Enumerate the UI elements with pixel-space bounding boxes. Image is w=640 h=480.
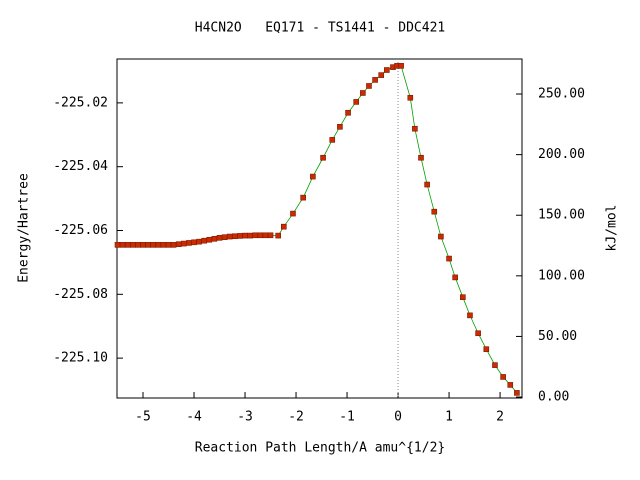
point-marker: [353, 99, 360, 105]
point-marker: [186, 240, 192, 246]
point-marker: [337, 124, 343, 130]
point-marker: [514, 390, 520, 396]
plot-frame: [116, 58, 523, 399]
x-tick-label: -3: [237, 410, 253, 425]
point-marker: [247, 232, 253, 239]
x-tick-label: -5: [135, 410, 151, 425]
point-marker: [262, 232, 269, 239]
point-marker: [232, 233, 238, 240]
point-marker: [216, 235, 223, 241]
point-marker: [372, 77, 378, 83]
point-marker: [366, 83, 372, 89]
point-marker: [320, 154, 326, 161]
point-marker: [300, 194, 306, 201]
point-marker: [124, 242, 131, 248]
point-marker: [360, 90, 366, 96]
point-marker: [130, 242, 136, 248]
point-marker: [398, 63, 404, 69]
point-marker: [226, 233, 233, 240]
x-axis-label: Reaction Path Length/A amu^{1/2}: [195, 441, 445, 456]
point-marker: [221, 234, 228, 240]
point-marker: [500, 374, 506, 380]
y-tick-label: -225.10: [53, 351, 108, 366]
x-tick-label: 0: [394, 410, 402, 425]
point-marker: [257, 232, 264, 239]
y-tick-label: -225.06: [53, 223, 108, 238]
y-tick-label: -225.02: [53, 95, 108, 110]
point-marker: [467, 312, 473, 319]
y-tick-label: -225.04: [53, 159, 108, 174]
chart-title: H4CN2O EQ171 - TS1441 - DDC421: [195, 21, 445, 36]
energy-line: [117, 65, 518, 394]
point-marker: [165, 242, 172, 248]
point-marker: [267, 232, 274, 239]
point-marker: [181, 240, 187, 247]
point-marker: [310, 173, 316, 180]
y2-tick-label: 100.00: [538, 268, 585, 283]
point-marker: [252, 232, 259, 239]
x-tick-label: -1: [339, 410, 355, 425]
point-marker: [438, 233, 444, 240]
y2-tick-label: 0.00: [538, 390, 569, 405]
point-marker: [280, 223, 287, 230]
point-marker: [150, 242, 157, 248]
point-marker: [460, 294, 466, 300]
point-marker: [345, 109, 351, 116]
point-marker: [452, 274, 458, 281]
point-marker: [155, 242, 162, 248]
y2-tick-label: 200.00: [538, 147, 585, 162]
point-marker: [135, 242, 141, 248]
point-marker: [384, 67, 390, 73]
point-marker: [191, 239, 197, 246]
point-marker: [329, 137, 336, 143]
point-marker: [431, 208, 438, 215]
point-marker: [475, 330, 481, 337]
y-axis-label: Energy/Hartree: [17, 173, 32, 283]
point-marker: [290, 210, 296, 217]
point-marker: [507, 382, 514, 388]
point-marker: [211, 235, 218, 242]
point-marker: [412, 125, 418, 132]
point-marker: [275, 232, 281, 239]
point-marker: [119, 242, 126, 248]
point-marker: [424, 181, 430, 188]
x-tick-label: -2: [288, 410, 304, 425]
point-marker: [145, 242, 151, 248]
point-marker: [242, 232, 248, 239]
point-marker: [114, 242, 121, 248]
point-marker: [201, 237, 208, 244]
point-marker: [407, 94, 414, 101]
x-tick-label: -4: [186, 410, 202, 425]
point-marker: [140, 242, 146, 248]
y2-axis-label: kJ/mol: [605, 205, 620, 252]
y2-tick-label: 50.00: [538, 329, 577, 344]
x-tick-label: 2: [496, 410, 504, 425]
point-marker: [160, 242, 167, 248]
point-marker: [170, 242, 177, 248]
point-marker: [418, 154, 424, 161]
y2-tick-label: 150.00: [538, 208, 585, 223]
y2-tick-label: 250.00: [538, 87, 585, 102]
point-marker: [206, 236, 213, 243]
point-marker: [378, 72, 385, 78]
point-marker: [237, 233, 243, 239]
point-marker: [483, 346, 490, 352]
y-tick-label: -225.08: [53, 287, 108, 302]
point-marker: [196, 238, 202, 245]
x-tick-label: 1: [445, 410, 453, 425]
point-marker: [492, 362, 498, 368]
point-marker: [446, 255, 452, 262]
point-marker: [175, 241, 182, 248]
